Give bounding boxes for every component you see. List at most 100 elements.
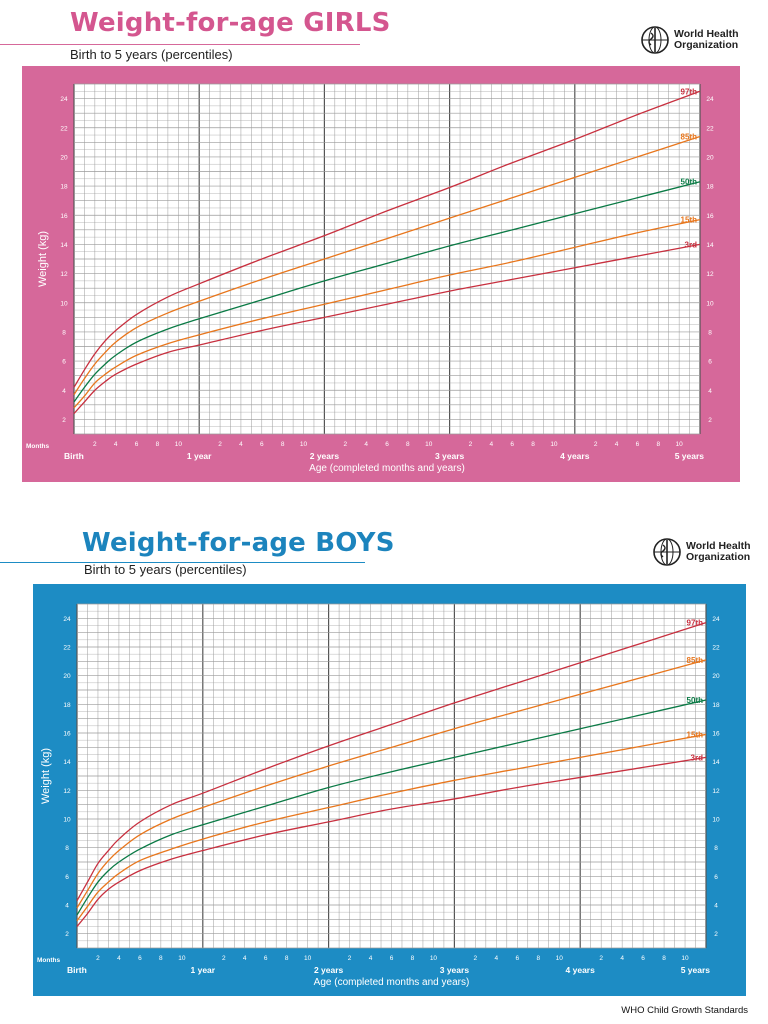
month-tick-label: 6 [510, 441, 514, 448]
month-tick-label: 2 [96, 955, 100, 962]
percentile-line-15th [76, 733, 707, 922]
year-tick-label: 1 year [187, 451, 212, 461]
year-tick-label: 5 years [675, 451, 705, 461]
y-tick-label: 10 [60, 300, 68, 307]
y-tick-label-right: 22 [706, 125, 714, 132]
y-tick-label: 20 [63, 673, 71, 680]
series-lines [76, 622, 707, 927]
month-tick-label: 2 [594, 441, 598, 448]
who-line2: Organization [686, 551, 751, 563]
month-tick-label: 4 [239, 441, 243, 448]
who-line1: World Health [686, 540, 751, 552]
percentile-label-97th: 97th [687, 619, 704, 628]
year-tick-label: Birth [64, 451, 84, 461]
x-axis-label: Age (completed months and years) [314, 977, 470, 988]
months-label: Months [37, 957, 60, 964]
month-tick-label: 10 [300, 441, 308, 448]
month-tick-label: 10 [681, 955, 689, 962]
girls-who-logo: World Health Organization [640, 25, 739, 55]
percentile-line-50th [73, 181, 701, 403]
month-tick-label: 4 [620, 955, 624, 962]
year-tick-label: 2 years [314, 965, 344, 975]
y-tick-label: 18 [63, 702, 71, 709]
month-tick-label: 2 [348, 955, 352, 962]
girls-title-rule [0, 44, 360, 45]
y-tick-label-right: 2 [714, 931, 718, 938]
y-tick-label: 22 [63, 645, 71, 652]
y-tick-label: 4 [62, 388, 66, 395]
percentile-label-97th: 97th [681, 87, 698, 96]
grid [76, 603, 707, 949]
month-tick-label: 8 [281, 441, 285, 448]
y-tick-label-right: 6 [714, 874, 718, 881]
month-tick-label: 4 [364, 441, 368, 448]
month-tick-label: 8 [285, 955, 289, 962]
y-tick-label: 24 [63, 616, 71, 623]
y-tick-label-right: 8 [708, 329, 712, 336]
series-lines [73, 90, 701, 415]
y-axis-label: Weight (kg) [40, 748, 52, 804]
y-tick-label: 14 [60, 242, 68, 249]
y-tick-label: 20 [60, 154, 68, 161]
month-tick-label: 6 [390, 955, 394, 962]
month-tick-label: 8 [411, 955, 415, 962]
y-tick-label-right: 12 [706, 271, 714, 278]
month-tick-label: 10 [175, 441, 183, 448]
month-tick-label: 2 [218, 441, 222, 448]
y-tick-label-right: 16 [706, 213, 714, 220]
percentile-line-85th [76, 659, 707, 909]
year-tick-label: 4 years [566, 965, 596, 975]
y-tick-label: 8 [62, 329, 66, 336]
girls-who-name: World Health Organization [674, 29, 739, 51]
boys-chart-panel: 2 2 4 4 6 6 8 8 10 10 12 12 14 14 16 16 18 18 20 20 22 22 24 24… [33, 584, 746, 996]
month-tick-label: 10 [550, 441, 558, 448]
month-tick-label: 6 [264, 955, 268, 962]
y-tick-label: 12 [60, 271, 68, 278]
y-tick-label: 10 [63, 817, 71, 824]
percentile-label-3rd: 3rd [685, 240, 698, 249]
year-tick-label: 2 years [310, 451, 340, 461]
y-tick-label: 2 [62, 417, 66, 424]
month-tick-label: 10 [178, 955, 186, 962]
y-tick-label-right: 24 [712, 616, 720, 623]
percentile-label-50th: 50th [681, 178, 698, 187]
boys-section: Weight-for-age BOYS Birth to 5 years (pe… [0, 520, 768, 1000]
percentile-label-3rd: 3rd [691, 753, 704, 762]
month-tick-label: 8 [536, 955, 540, 962]
girls-section: Weight-for-age GIRLS Birth to 5 years (p… [0, 0, 768, 490]
month-tick-label: 6 [260, 441, 264, 448]
month-tick-label: 6 [636, 441, 640, 448]
month-tick-label: 8 [159, 955, 163, 962]
y-tick-label: 22 [60, 125, 68, 132]
girls-title: Weight-for-age GIRLS [70, 8, 391, 38]
percentile-line-97th [73, 90, 701, 388]
who-line2: Organization [674, 39, 739, 51]
y-tick-label-right: 10 [712, 817, 720, 824]
month-tick-label: 10 [425, 441, 433, 448]
month-tick-label: 2 [469, 441, 473, 448]
who-emblem-icon [653, 538, 681, 566]
months-label: Months [26, 443, 49, 450]
boys-title-rule [0, 562, 365, 563]
month-tick-label: 10 [430, 955, 438, 962]
y-axis-label: Weight (kg) [37, 231, 49, 287]
month-tick-label: 8 [531, 441, 535, 448]
y-tick-label-right: 10 [706, 300, 714, 307]
y-tick-label: 6 [62, 359, 66, 366]
month-tick-label: 2 [343, 441, 347, 448]
year-tick-label: 1 year [191, 965, 216, 975]
y-tick-label: 16 [60, 213, 68, 220]
month-tick-label: 8 [656, 441, 660, 448]
percentile-label-85th: 85th [681, 133, 698, 142]
y-tick-label: 18 [60, 184, 68, 191]
y-tick-label: 14 [63, 759, 71, 766]
y-tick-label: 2 [65, 931, 69, 938]
month-tick-label: 6 [385, 441, 389, 448]
percentile-label-50th: 50th [687, 696, 704, 705]
month-tick-label: 8 [662, 955, 666, 962]
boys-title: Weight-for-age BOYS [82, 528, 395, 558]
y-tick-label-right: 2 [708, 417, 712, 424]
percentile-label-15th: 15th [681, 216, 698, 225]
girls-chart-panel: 2 2 4 4 6 6 8 8 10 10 12 12 14 14 16 16 18 18 20 20 22 22 24 24… [22, 66, 740, 482]
month-tick-label: 10 [304, 955, 312, 962]
